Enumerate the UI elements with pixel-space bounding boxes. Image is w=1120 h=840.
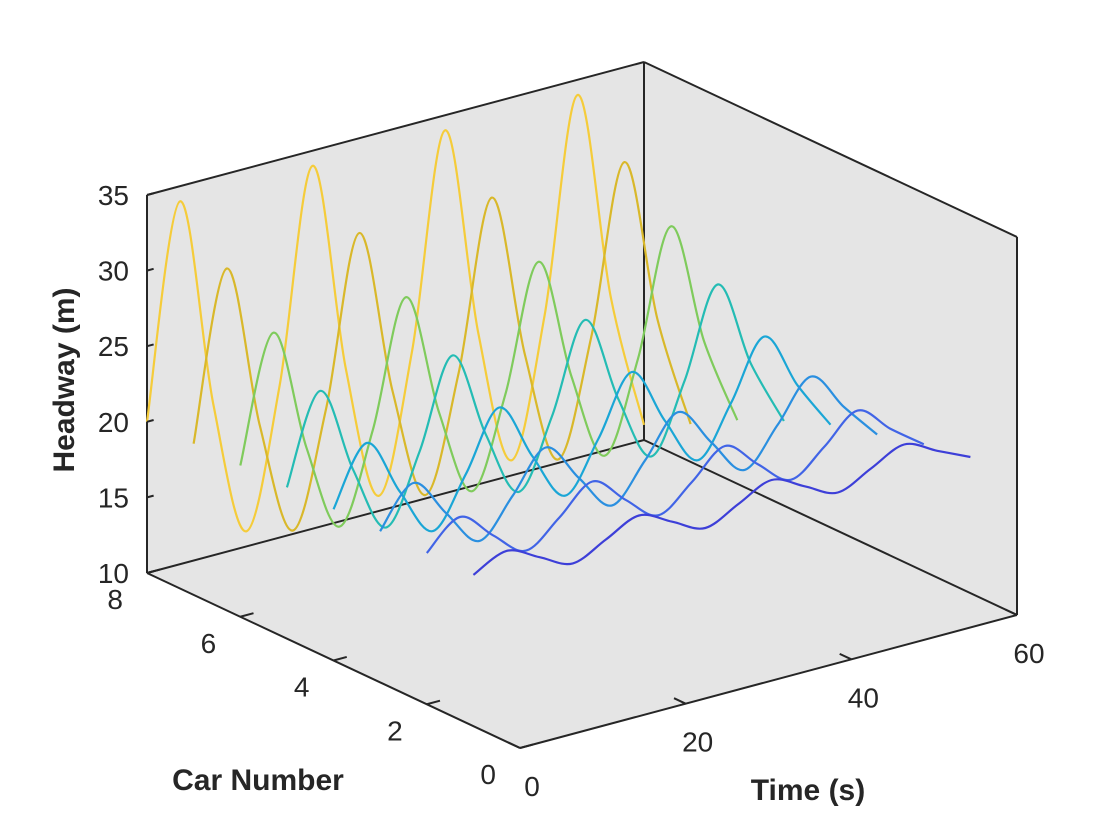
axes-panes xyxy=(146,61,1018,749)
side-wall-pane xyxy=(644,62,1017,615)
z-tick-label: 25 xyxy=(98,331,129,362)
y-tick-label: 8 xyxy=(107,584,123,615)
y-tick xyxy=(239,612,254,618)
x-tick xyxy=(839,652,852,661)
y-tick xyxy=(519,743,534,749)
y-tick-label: 4 xyxy=(294,672,310,703)
y-tick-label: 6 xyxy=(201,628,217,659)
z-tick xyxy=(146,494,154,499)
series-line-car-3 xyxy=(379,375,878,543)
floor-pane xyxy=(147,440,1017,748)
x-axis-label: Time (s) xyxy=(751,774,865,807)
x-tick-label: 0 xyxy=(524,771,540,802)
y-tick xyxy=(426,699,441,706)
floor-side-edge xyxy=(643,439,1018,616)
series-line-car-5 xyxy=(285,283,785,529)
z-tick xyxy=(146,343,154,348)
x-axis-line xyxy=(519,614,1018,749)
axes-layer: 0 20 40 60 0 2 4 6 810 15 20 25 30 35 xyxy=(98,180,1045,802)
side-top-edge xyxy=(643,61,1018,238)
z-tick-label: 20 xyxy=(98,407,129,438)
y-tick-label: 0 xyxy=(480,759,496,790)
series-layer xyxy=(145,93,971,576)
z-tick-label: 10 xyxy=(98,558,129,589)
x-tick-label: 60 xyxy=(1013,638,1044,669)
z-tick xyxy=(146,570,154,574)
z-axis-label: Headway (m) xyxy=(48,287,81,472)
z-tick-label: 30 xyxy=(98,256,129,287)
x-tick-label: 40 xyxy=(848,682,879,713)
series-line-car-4 xyxy=(332,335,832,533)
series-line-car-2 xyxy=(425,409,925,554)
x-tick xyxy=(673,697,687,705)
y-axis-label: Car Number xyxy=(172,764,344,797)
x-tick-label: 20 xyxy=(682,727,713,758)
series-line-car-7 xyxy=(192,160,692,532)
y-tick-label: 2 xyxy=(387,715,403,746)
z-tick xyxy=(146,267,154,272)
x-tick xyxy=(507,741,521,749)
z-tick xyxy=(146,192,154,196)
back-top-edge xyxy=(146,61,645,196)
series-line-car-6 xyxy=(239,225,739,528)
z-tick xyxy=(146,419,154,423)
x-tick xyxy=(1004,608,1018,616)
y-tick xyxy=(333,655,348,662)
series-line-car-1 xyxy=(472,442,971,576)
z-tick-label: 15 xyxy=(98,482,129,513)
z-tick-label: 35 xyxy=(98,180,129,211)
floor-back-edge xyxy=(146,439,645,574)
series-line-car-8 xyxy=(145,93,646,533)
